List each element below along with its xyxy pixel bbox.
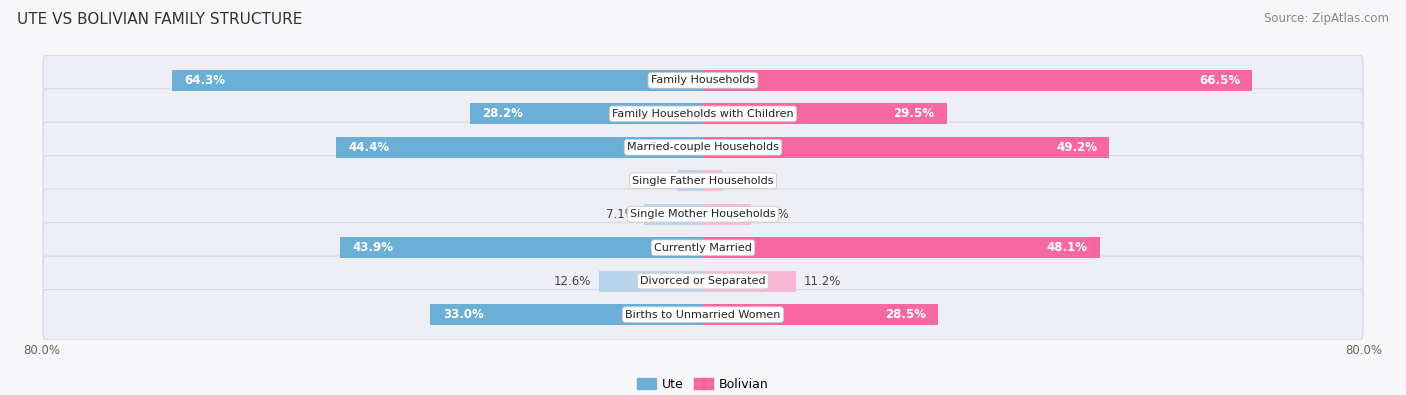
Bar xyxy=(430,304,703,325)
Text: Births to Unmarried Women: Births to Unmarried Women xyxy=(626,310,780,320)
Text: 5.8%: 5.8% xyxy=(759,208,789,221)
Bar xyxy=(703,204,751,225)
Text: Married-couple Households: Married-couple Households xyxy=(627,142,779,152)
Text: 3.0%: 3.0% xyxy=(640,174,669,187)
FancyBboxPatch shape xyxy=(44,156,1362,206)
FancyBboxPatch shape xyxy=(44,122,1362,172)
Text: 28.2%: 28.2% xyxy=(482,107,523,120)
Bar xyxy=(703,103,946,124)
Bar xyxy=(599,271,703,292)
Text: 28.5%: 28.5% xyxy=(884,308,927,321)
Bar xyxy=(703,304,938,325)
Text: Currently Married: Currently Married xyxy=(654,243,752,253)
Text: Family Households with Children: Family Households with Children xyxy=(612,109,794,119)
Bar xyxy=(703,271,796,292)
FancyBboxPatch shape xyxy=(44,290,1362,340)
Bar xyxy=(703,137,1109,158)
Text: 11.2%: 11.2% xyxy=(804,275,841,288)
Bar xyxy=(703,70,1253,91)
Text: 7.1%: 7.1% xyxy=(606,208,636,221)
Text: Divorced or Separated: Divorced or Separated xyxy=(640,276,766,286)
Legend: Ute, Bolivian: Ute, Bolivian xyxy=(633,373,773,395)
FancyBboxPatch shape xyxy=(44,55,1362,105)
Bar xyxy=(703,170,723,191)
Text: 43.9%: 43.9% xyxy=(353,241,394,254)
Text: Single Father Households: Single Father Households xyxy=(633,176,773,186)
Bar xyxy=(703,237,1101,258)
Text: UTE VS BOLIVIAN FAMILY STRUCTURE: UTE VS BOLIVIAN FAMILY STRUCTURE xyxy=(17,12,302,27)
Bar xyxy=(336,137,703,158)
Bar xyxy=(678,170,703,191)
FancyBboxPatch shape xyxy=(44,256,1362,306)
Text: Source: ZipAtlas.com: Source: ZipAtlas.com xyxy=(1264,12,1389,25)
Text: 49.2%: 49.2% xyxy=(1056,141,1097,154)
Text: 48.1%: 48.1% xyxy=(1047,241,1088,254)
Bar xyxy=(470,103,703,124)
Text: 12.6%: 12.6% xyxy=(554,275,591,288)
Text: 2.3%: 2.3% xyxy=(730,174,761,187)
Text: 44.4%: 44.4% xyxy=(349,141,389,154)
Bar xyxy=(340,237,703,258)
FancyBboxPatch shape xyxy=(44,89,1362,139)
Text: 29.5%: 29.5% xyxy=(893,107,934,120)
Text: 33.0%: 33.0% xyxy=(443,308,484,321)
Bar xyxy=(644,204,703,225)
Text: Single Mother Households: Single Mother Households xyxy=(630,209,776,219)
FancyBboxPatch shape xyxy=(44,189,1362,239)
Text: Family Households: Family Households xyxy=(651,75,755,85)
FancyBboxPatch shape xyxy=(44,223,1362,273)
Text: 64.3%: 64.3% xyxy=(184,74,225,87)
Bar xyxy=(172,70,703,91)
Text: 66.5%: 66.5% xyxy=(1199,74,1240,87)
